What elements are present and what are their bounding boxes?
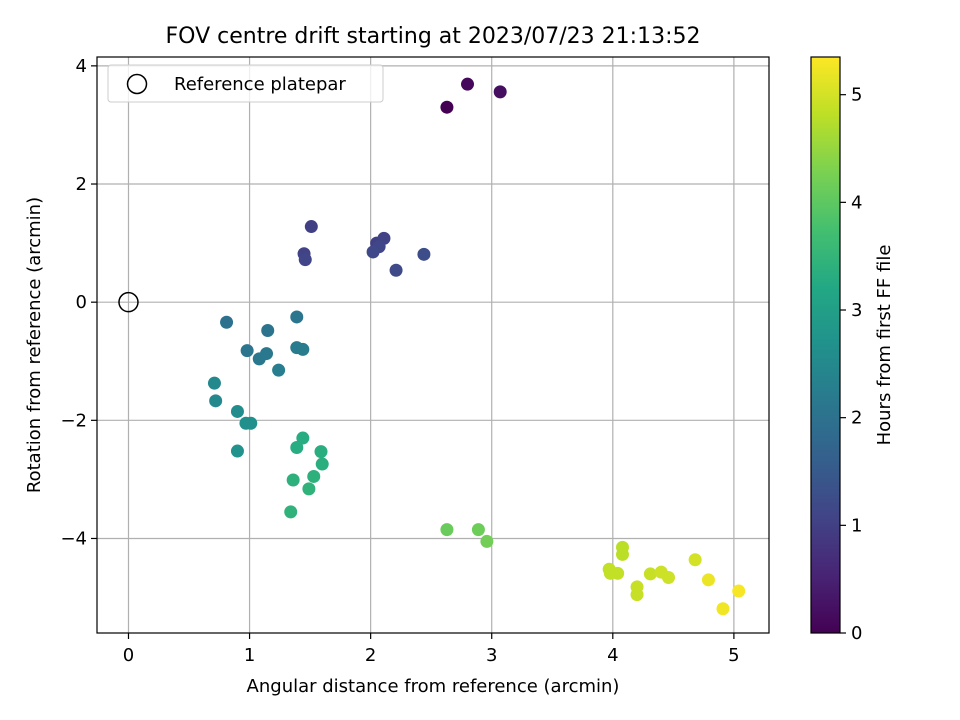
data-point-20 <box>272 363 286 377</box>
y-tick-label: 2 <box>76 174 87 195</box>
colorbar-tick-label: 2 <box>851 408 862 429</box>
data-point-28 <box>290 440 304 454</box>
data-points <box>207 77 746 616</box>
data-point-23 <box>230 404 244 418</box>
data-point-39 <box>615 547 629 561</box>
x-tick-label: 5 <box>728 645 739 666</box>
plot-area-background <box>97 57 769 633</box>
data-point-44 <box>630 588 644 602</box>
data-point-12 <box>220 315 234 329</box>
data-point-42 <box>611 566 625 580</box>
reference-platepar-marker <box>118 291 139 313</box>
data-point-14 <box>290 310 304 324</box>
data-point-3 <box>304 220 318 234</box>
data-point-34 <box>284 505 298 519</box>
data-point-5 <box>298 253 312 267</box>
reference-layer <box>118 291 139 313</box>
y-axis-ticks: 4 2 0 −2 −4 <box>60 56 97 549</box>
data-point-37 <box>480 534 494 548</box>
legend-marker-open-circle <box>126 73 148 95</box>
data-point-17 <box>260 347 274 361</box>
y-tick-label: 4 <box>76 56 87 77</box>
data-point-26 <box>230 444 244 458</box>
data-point-25 <box>244 416 258 430</box>
data-point-27 <box>296 431 310 445</box>
colorbar-tick-label: 5 <box>851 85 862 106</box>
legend-entry-label: Reference platepar <box>174 74 346 95</box>
data-point-22 <box>209 394 223 408</box>
x-tick-label: 0 <box>123 645 134 666</box>
data-point-1 <box>461 77 475 91</box>
data-point-35 <box>440 523 454 537</box>
x-tick-label: 4 <box>607 645 618 666</box>
colorbar-tick-label: 4 <box>851 192 862 213</box>
colorbar-label: Hours from first FF file <box>874 245 895 446</box>
plot-area-frame <box>96 56 770 634</box>
x-tick-label: 3 <box>486 645 497 666</box>
data-point-45 <box>643 567 657 581</box>
data-point-30 <box>315 457 329 471</box>
colorbar-frame <box>810 56 841 634</box>
legend-box <box>107 64 384 103</box>
colorbar-tick-label: 0 <box>851 623 862 644</box>
data-point-33 <box>302 482 316 496</box>
data-point-36 <box>471 523 485 537</box>
y-tick-label: −2 <box>60 410 87 431</box>
legend: Reference platepar <box>107 64 384 103</box>
colorbar: 0 1 2 3 4 5 Hours from first FF file <box>810 56 895 644</box>
data-point-2 <box>493 85 507 99</box>
data-point-15 <box>240 344 254 358</box>
data-point-10 <box>389 263 403 277</box>
chart-title: FOV centre drift starting at 2023/07/23 … <box>166 24 701 49</box>
y-tick-label: 0 <box>76 292 87 313</box>
data-point-21 <box>207 376 221 390</box>
x-tick-label: 1 <box>244 645 255 666</box>
data-point-47 <box>662 570 676 584</box>
colorbar-gradient <box>811 57 840 633</box>
x-tick-label: 2 <box>365 645 376 666</box>
data-point-13 <box>261 324 275 338</box>
data-point-32 <box>286 473 300 487</box>
data-point-0 <box>440 100 454 114</box>
data-point-11 <box>417 247 431 261</box>
y-tick-label: −4 <box>60 528 87 549</box>
colorbar-tick-label: 1 <box>851 515 862 536</box>
data-point-51 <box>732 584 746 598</box>
x-axis-ticks: 0 1 2 3 4 5 <box>123 633 740 666</box>
data-point-9 <box>366 245 380 259</box>
data-point-50 <box>716 602 730 616</box>
colorbar-tick-label: 3 <box>851 300 862 321</box>
data-point-48 <box>688 553 702 567</box>
x-axis-label: Angular distance from reference (arcmin) <box>247 676 620 697</box>
data-point-19 <box>296 342 310 356</box>
data-point-31 <box>307 469 321 483</box>
colorbar-ticks: 0 1 2 3 4 5 <box>840 85 862 644</box>
y-axis-label: Rotation from reference (arcmin) <box>24 197 45 493</box>
data-point-49 <box>701 573 715 587</box>
data-point-29 <box>314 445 328 459</box>
